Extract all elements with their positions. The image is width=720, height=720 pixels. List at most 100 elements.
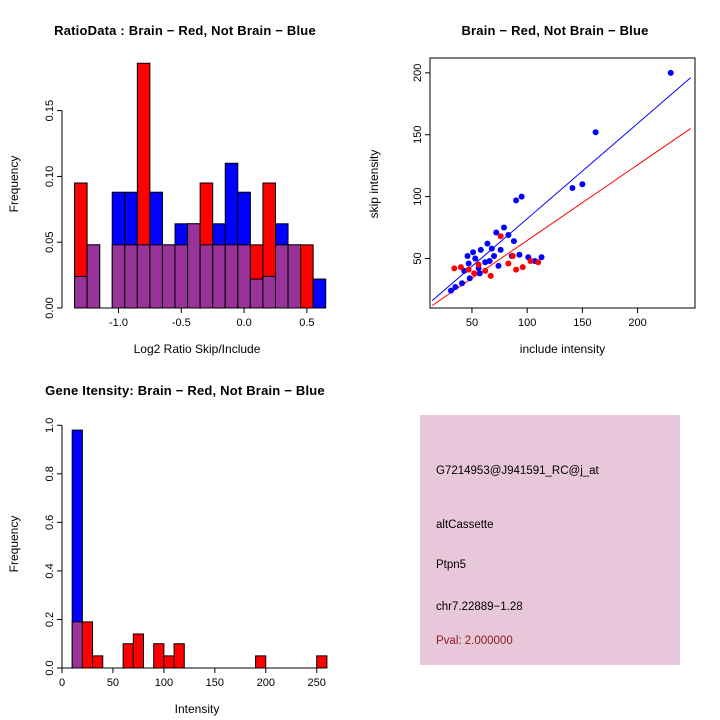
- x-tick-label: 100: [155, 677, 173, 689]
- hist-bar-overlap: [237, 244, 251, 309]
- y-tick-label: 100: [412, 187, 424, 205]
- x-tick-label: 50: [466, 317, 478, 329]
- hist-bar-overlap: [86, 244, 101, 309]
- data-point-red: [451, 265, 458, 272]
- x-tick-label: 150: [206, 677, 224, 689]
- data-point-blue: [538, 254, 545, 261]
- pval-text: Pval: 2.000000: [436, 635, 513, 647]
- data-point-red: [457, 264, 464, 271]
- data-point-blue: [497, 246, 504, 253]
- data-point-blue: [484, 240, 491, 247]
- y-tick-label: 0.6: [44, 515, 56, 530]
- x-tick-label: 100: [518, 317, 536, 329]
- data-point-red: [505, 260, 512, 267]
- data-point-blue: [470, 249, 477, 256]
- hist-bar-overlap: [136, 244, 151, 309]
- y-tick-label: 50: [412, 252, 424, 264]
- scatter-title: Brain − Red, Not Brain − Blue: [461, 23, 649, 38]
- x-tick-label: 150: [573, 317, 591, 329]
- y-tick-label: 0.10: [44, 166, 56, 187]
- event-type-text: altCassette: [436, 519, 494, 531]
- ratio-histogram-plot: -1.0 -0.5 0.0 0.5 0.00 0.05 0.10 0.15: [44, 62, 327, 329]
- data-point-blue: [477, 246, 484, 253]
- data-point-blue: [516, 251, 523, 258]
- x-tick-label: 0.5: [299, 317, 314, 329]
- hist-bar-blue: [312, 278, 327, 309]
- data-point-red: [487, 272, 494, 279]
- hist-bar-red: [122, 643, 134, 669]
- y-tick-label: 0.00: [44, 297, 56, 318]
- hist-bar-red: [300, 244, 314, 309]
- data-point-blue: [464, 253, 471, 260]
- x-tick-label: 200: [257, 677, 275, 689]
- chromosome-location-text: chr7.22889−1.28: [436, 601, 523, 613]
- hist-bar-overlap: [249, 278, 264, 309]
- data-point-blue: [592, 129, 599, 136]
- y-tick-label: 1.0: [44, 418, 56, 433]
- hist-bar-overlap: [161, 244, 176, 309]
- y-tick-label: 0.15: [44, 100, 56, 121]
- gene-intensity-histogram-plot: 0 50 100 150 200 250 0.0 0.2 0.4 0.6 0.8 1.0: [44, 418, 328, 689]
- panel-info: G7214953@J941591_RC@j_at altCassette Ptp…: [360, 360, 720, 720]
- scatter-xlabel: include intensity: [519, 342, 606, 356]
- x-tick-label: -1.0: [109, 317, 128, 329]
- hist-bar-overlap: [174, 244, 189, 309]
- data-point-red: [519, 264, 526, 271]
- data-point-red: [471, 270, 478, 277]
- hist-bar-overlap: [287, 244, 302, 309]
- gene-histogram-xlabel: Intensity: [174, 702, 220, 716]
- panel-intensity-scatter: Brain − Red, Not Brain − Blue skip inten…: [360, 0, 720, 360]
- x-tick-label: 250: [308, 677, 326, 689]
- data-point-blue: [518, 193, 525, 200]
- hist-bar-overlap: [111, 244, 126, 309]
- gene-histogram-title: Gene Itensity: Brain − Red, Not Brain − …: [45, 383, 325, 398]
- hist-bar-red: [163, 655, 175, 669]
- data-point-red: [535, 259, 542, 266]
- y-tick-label: 0.8: [44, 466, 56, 481]
- hist-bar-overlap: [199, 244, 214, 309]
- intensity-scatter-plot: 50 100 150 200 50 100 150 200: [412, 57, 696, 329]
- data-point-blue: [459, 280, 466, 287]
- gene-name-text: Ptpn5: [436, 559, 467, 571]
- hist-bar-red: [92, 655, 104, 669]
- hist-bar-overlap: [262, 275, 276, 309]
- x-tick-label: -0.5: [172, 317, 191, 329]
- data-point-blue: [579, 181, 586, 188]
- data-point-blue: [667, 69, 674, 76]
- hist-bar-overlap: [187, 223, 201, 309]
- data-point-blue: [452, 283, 459, 290]
- hist-bar-overlap: [212, 244, 226, 309]
- hist-bar-overlap: [74, 275, 88, 309]
- hist-bar-red: [132, 633, 145, 669]
- data-point-blue: [447, 287, 454, 294]
- data-point-blue: [505, 231, 512, 238]
- hist-bar-overlap: [124, 244, 138, 309]
- data-point-red: [497, 233, 504, 240]
- data-point-blue: [495, 262, 502, 269]
- plot-box: [429, 57, 696, 309]
- hist-bar-red: [153, 643, 165, 669]
- hist-bar-red: [255, 655, 267, 669]
- data-point-blue: [476, 270, 483, 277]
- data-point-blue: [465, 260, 472, 267]
- data-point-red: [482, 267, 489, 274]
- data-point-blue: [510, 238, 517, 245]
- data-point-red: [527, 257, 534, 264]
- data-point-blue: [500, 224, 507, 231]
- data-point-red: [509, 253, 516, 260]
- hist-bar-red: [316, 655, 328, 669]
- fit-line-blue: [431, 77, 691, 301]
- x-tick-label: 200: [628, 317, 646, 329]
- hist-bar-overlap: [274, 244, 289, 309]
- hist-bar-red: [81, 621, 94, 669]
- data-point-blue: [486, 257, 493, 264]
- y-tick-label: 150: [412, 126, 424, 144]
- data-point-blue: [472, 255, 479, 262]
- x-tick-label: 0: [59, 677, 65, 689]
- data-point-blue: [569, 184, 576, 191]
- data-point-blue: [488, 245, 495, 252]
- hist-bar-overlap: [149, 244, 163, 309]
- hist-bar-overlap: [71, 621, 83, 669]
- x-tick-label: 0.0: [236, 317, 251, 329]
